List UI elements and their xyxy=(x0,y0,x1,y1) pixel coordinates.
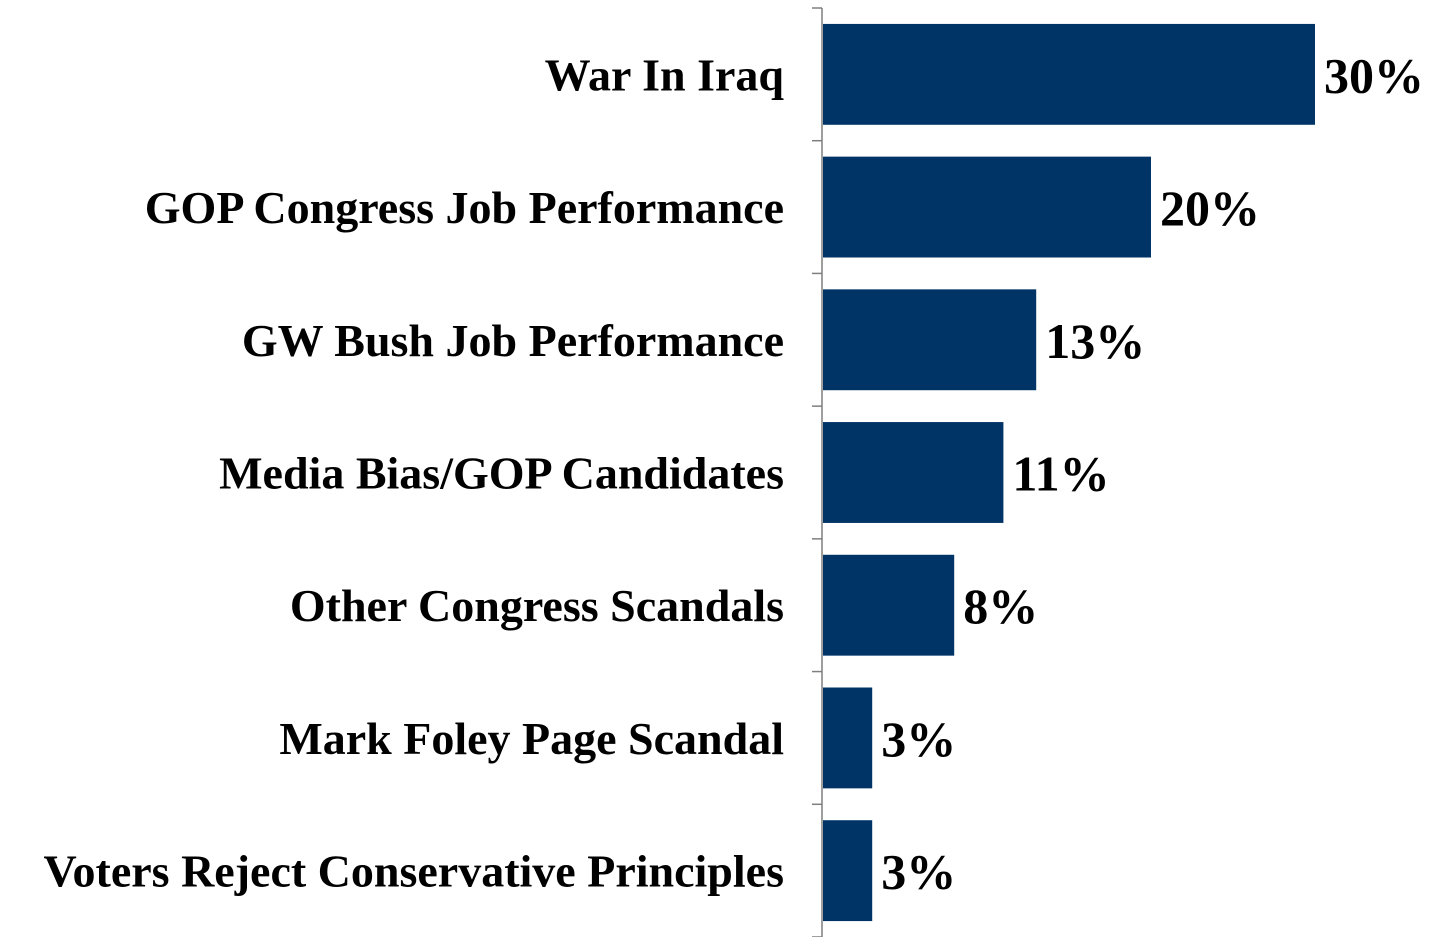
bar xyxy=(823,820,873,922)
bar xyxy=(823,554,955,656)
value-label: 8% xyxy=(963,578,1038,634)
category-label: Media Bias/GOP Candidates xyxy=(219,448,784,499)
value-label: 13% xyxy=(1045,313,1145,369)
bar xyxy=(823,687,873,789)
value-label: 30% xyxy=(1324,47,1424,103)
category-label: Other Congress Scandals xyxy=(290,580,784,631)
category-label: Mark Foley Page Scandal xyxy=(279,713,784,764)
category-label: Voters Reject Conservative Principles xyxy=(44,846,784,897)
category-label: GOP Congress Job Performance xyxy=(145,182,784,233)
bar xyxy=(823,289,1037,391)
value-label: 11% xyxy=(1012,446,1109,502)
category-axis xyxy=(812,7,823,937)
labels-layer: War In Iraq 30% GOP Congress Job Performan… xyxy=(44,47,1424,899)
bar xyxy=(823,422,1004,523)
category-label: War In Iraq xyxy=(545,49,785,100)
bars-layer xyxy=(823,23,1315,922)
value-label: 3% xyxy=(881,711,956,767)
category-label: GW Bush Job Performance xyxy=(242,315,784,366)
value-label: 3% xyxy=(881,844,956,900)
bar xyxy=(823,23,1315,125)
value-label: 20% xyxy=(1160,180,1260,236)
bar xyxy=(823,156,1151,258)
